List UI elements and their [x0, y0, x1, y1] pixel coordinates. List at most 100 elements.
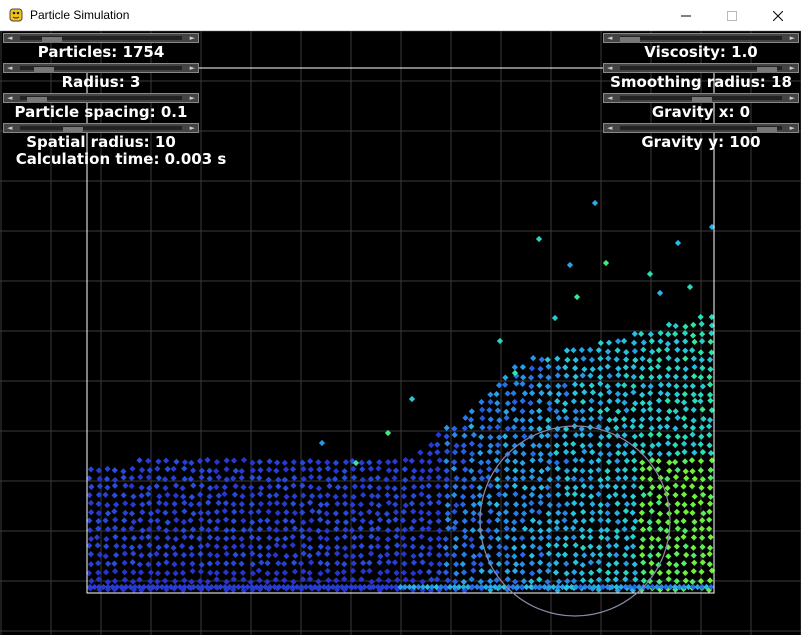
- particle: [341, 492, 348, 499]
- particle: [87, 499, 95, 507]
- slider-right-arrow-icon[interactable]: ►: [189, 94, 195, 102]
- slider-knob[interactable]: [756, 127, 777, 133]
- slider-knob[interactable]: [34, 67, 55, 73]
- particle: [606, 372, 613, 380]
- particle: [664, 391, 671, 398]
- particle: [496, 583, 503, 591]
- particle: [689, 501, 697, 508]
- particle: [587, 475, 594, 482]
- particles-slider[interactable]: ◄ ►: [3, 33, 199, 43]
- slider-knob[interactable]: [63, 127, 84, 133]
- particle: [137, 474, 144, 481]
- slider-right-arrow-icon[interactable]: ►: [189, 64, 195, 72]
- slider-left-arrow-icon[interactable]: ◄: [607, 94, 613, 102]
- slider-right-arrow-icon[interactable]: ►: [789, 124, 795, 132]
- close-button[interactable]: [755, 0, 801, 31]
- particle: [630, 406, 637, 413]
- particle: [206, 518, 213, 525]
- particle: [453, 475, 460, 482]
- slider-track[interactable]: [20, 36, 182, 43]
- viscosity-slider[interactable]: ◄ ►: [603, 33, 799, 43]
- slider-right-arrow-icon[interactable]: ►: [189, 124, 195, 132]
- gravity-x-slider[interactable]: ◄ ►: [603, 93, 799, 103]
- slider-knob[interactable]: [620, 37, 640, 43]
- particle: [511, 535, 518, 542]
- particle: [690, 391, 697, 398]
- particle: [283, 493, 290, 500]
- slider-track[interactable]: [20, 126, 182, 133]
- particle: [213, 543, 220, 550]
- slider-left-arrow-icon[interactable]: ◄: [7, 34, 13, 42]
- slider-knob[interactable]: [41, 37, 62, 43]
- particle: [198, 467, 205, 474]
- slider-right-arrow-icon[interactable]: ►: [789, 34, 795, 42]
- particle: [504, 568, 511, 575]
- particle: [707, 493, 714, 500]
- minimize-button[interactable]: [663, 0, 709, 31]
- particle: [249, 519, 256, 526]
- particle: [223, 476, 230, 483]
- particle: [436, 542, 443, 550]
- particle: [291, 568, 299, 575]
- slider-left-arrow-icon[interactable]: ◄: [607, 34, 613, 42]
- slider-left-arrow-icon[interactable]: ◄: [7, 94, 13, 102]
- slider-knob[interactable]: [27, 97, 48, 103]
- maximize-button[interactable]: [709, 0, 755, 31]
- particle: [605, 542, 612, 550]
- particle: [596, 441, 603, 448]
- slider-track[interactable]: [620, 96, 782, 103]
- particle: [597, 476, 604, 483]
- slider-track[interactable]: [20, 96, 182, 103]
- particle: [689, 347, 696, 354]
- particle: [280, 583, 287, 591]
- particle: [249, 570, 257, 577]
- slider-track[interactable]: [620, 36, 782, 43]
- particle: [658, 583, 665, 591]
- particle: [240, 456, 248, 464]
- particle: [578, 425, 585, 433]
- particle: [343, 583, 350, 591]
- particle: [615, 372, 622, 379]
- particle: [518, 583, 526, 591]
- particle: [238, 560, 245, 567]
- particle: [317, 559, 324, 567]
- particle: [205, 526, 212, 534]
- particle: [544, 442, 551, 449]
- particle: [461, 542, 468, 549]
- slider-right-arrow-icon[interactable]: ►: [789, 64, 795, 72]
- slider-left-arrow-icon[interactable]: ◄: [607, 124, 613, 132]
- particle: [397, 583, 404, 591]
- particle: [435, 535, 442, 542]
- particle: [707, 583, 715, 591]
- slider-right-arrow-icon[interactable]: ►: [189, 34, 195, 42]
- slider-track[interactable]: [620, 126, 782, 133]
- simulation-canvas[interactable]: ◄ ► Particles: 1754 ◄ ► Radius: 3 ◄ ► Pa…: [0, 31, 801, 635]
- particle: [385, 499, 392, 506]
- radius-slider[interactable]: ◄ ►: [3, 63, 199, 73]
- particle: [232, 551, 239, 558]
- particle: [546, 406, 553, 413]
- slider-track[interactable]: [20, 66, 182, 73]
- particle: [111, 492, 118, 499]
- particle: [554, 482, 562, 489]
- slider-track[interactable]: [620, 66, 782, 73]
- simulation-view[interactable]: [0, 31, 801, 635]
- slider-knob[interactable]: [756, 67, 777, 73]
- particle: [707, 474, 714, 481]
- particle: [419, 483, 426, 491]
- spatial-radius-slider[interactable]: ◄ ►: [3, 123, 199, 133]
- slider-left-arrow-icon[interactable]: ◄: [607, 64, 613, 72]
- slider-right-arrow-icon[interactable]: ►: [789, 94, 795, 102]
- slider-left-arrow-icon[interactable]: ◄: [7, 124, 13, 132]
- gravity-y-slider[interactable]: ◄ ►: [603, 123, 799, 133]
- particle: [561, 382, 568, 389]
- particle: [657, 338, 664, 345]
- slider-left-arrow-icon[interactable]: ◄: [7, 64, 13, 72]
- particle: [664, 397, 671, 404]
- slider-knob[interactable]: [692, 97, 712, 103]
- smoothing-radius-slider[interactable]: ◄ ►: [603, 63, 799, 73]
- particle: [392, 516, 399, 523]
- particle: [682, 577, 689, 584]
- particle-spacing-slider[interactable]: ◄ ►: [3, 93, 199, 103]
- particle: [537, 527, 544, 534]
